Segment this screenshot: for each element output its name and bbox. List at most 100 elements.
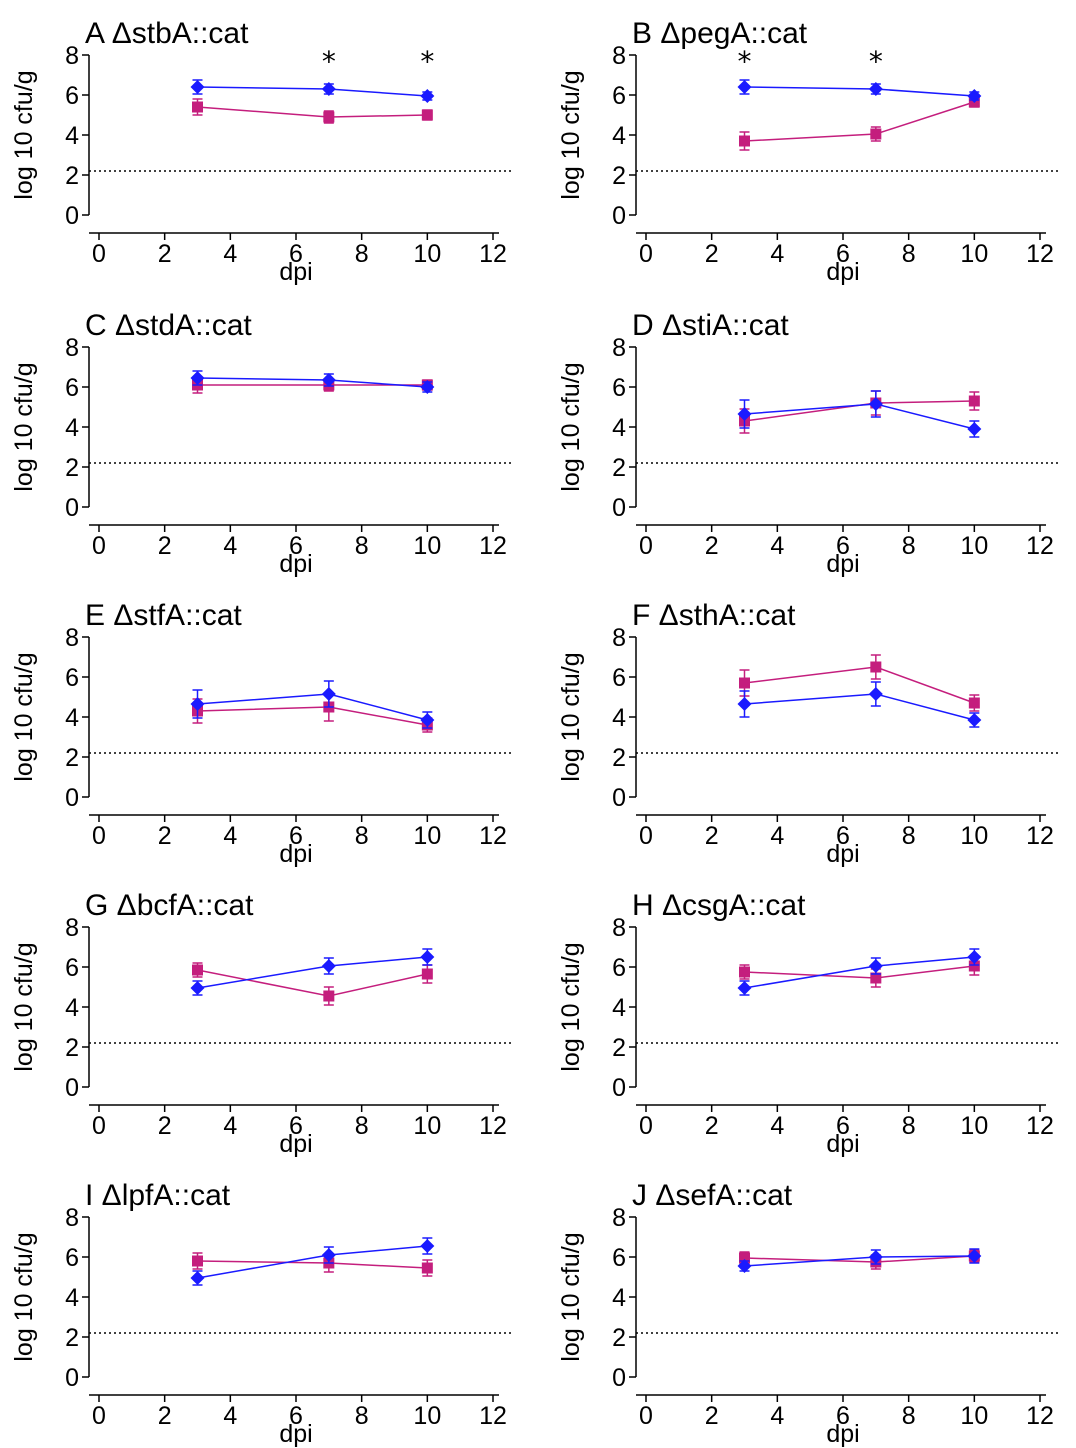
panel-d-x-tick-label: 6 <box>836 532 850 560</box>
panel-e-y-tick-label: 4 <box>65 704 79 732</box>
panel-f-x-tick-label: 8 <box>902 822 916 850</box>
panel-e-x-label: dpi <box>279 840 312 868</box>
panel-j-y-tick-label: 4 <box>612 1284 626 1312</box>
panel-d-x-tick-label: 4 <box>770 532 784 560</box>
panel-g-series-blue-point <box>190 981 205 995</box>
panel-g-series-blue-line <box>197 956 428 989</box>
panel-f-y-tick-label: 0 <box>612 784 626 812</box>
panel-g-x-tick-label: 10 <box>413 1112 441 1140</box>
panel-j-series-magenta-point <box>739 1252 750 1264</box>
panel-f-title: F ΔsthA::cat <box>632 599 796 632</box>
panel-e-y-tick-label: 8 <box>65 624 79 652</box>
panel-a-x-tick-label: 0 <box>92 240 106 268</box>
panel-b-x-tick-label: 6 <box>836 240 850 268</box>
panel-c-x-label: dpi <box>279 550 312 578</box>
panel-i-y-tick-label: 8 <box>65 1204 79 1232</box>
panel-j-y-label: log 10 cfu/g <box>557 1232 585 1361</box>
panel-b-x-tick-label: 0 <box>639 240 653 268</box>
panel-i-series-magenta-line <box>197 1260 428 1269</box>
panel-h-title: H ΔcsgA::cat <box>632 889 806 922</box>
panel-a-y-tick-label: 0 <box>65 202 79 230</box>
panel-a-series-magenta-point <box>421 109 433 121</box>
panel-i-series-blue-point <box>321 1248 336 1262</box>
panel-h-series-blue-line <box>744 956 975 989</box>
panel-a-series-magenta-point <box>192 101 203 113</box>
panel-e-x-tick-label: 10 <box>413 822 441 850</box>
panel-a-x-label: dpi <box>279 258 312 286</box>
panel-j-y-tick-label: 0 <box>612 1364 626 1392</box>
panel-g-y-tick-label: 8 <box>65 914 79 942</box>
panel-b-series-magenta-point <box>739 135 750 147</box>
panel-i-x-tick-label: 0 <box>92 1402 106 1430</box>
panel-i-series-blue-point <box>190 1271 205 1285</box>
panel-f-series-blue-point <box>967 713 982 727</box>
panel-c-series-blue-point <box>420 380 435 394</box>
panel-a-series-magenta-point <box>323 111 335 123</box>
panel-h-series-magenta-point <box>870 972 882 984</box>
panel-g-y-tick-label: 0 <box>65 1074 79 1102</box>
panel-a-series-blue-point <box>190 80 205 94</box>
panel-b-x-tick-label: 4 <box>770 240 784 268</box>
panel-h-x-tick-label: 8 <box>902 1112 916 1140</box>
panel-g-series-blue-point <box>321 959 336 973</box>
panel-f-x-tick-label: 12 <box>1026 822 1054 850</box>
panel-i-x-tick-label: 4 <box>223 1402 237 1430</box>
panel-d-x-tick-label: 8 <box>902 532 916 560</box>
panel-j-title: J ΔsefA::cat <box>632 1179 793 1212</box>
panel-b-y-tick-label: 2 <box>612 162 626 190</box>
panel-h-y-tick-label: 2 <box>612 1034 626 1062</box>
panel-a-x-tick-label: 2 <box>158 240 172 268</box>
panel-i-title: I ΔlpfA::cat <box>85 1179 231 1212</box>
panel-a-series-blue-point <box>321 82 336 96</box>
panel-d-x-tick-label: 10 <box>960 532 988 560</box>
panel-h-y-tick-label: 6 <box>612 954 626 982</box>
panel-i-x-tick-label: 2 <box>158 1402 172 1430</box>
panel-j-x-label: dpi <box>826 1420 859 1448</box>
panel-j-x-tick-label: 12 <box>1026 1402 1054 1430</box>
panel-i-x-tick-label: 8 <box>355 1402 369 1430</box>
panel-j-x-tick-label: 6 <box>836 1402 850 1430</box>
panel-c-y-tick-label: 8 <box>65 334 79 362</box>
panel-a-x-tick-label: 8 <box>355 240 369 268</box>
panel-e-series-blue-point <box>190 697 205 711</box>
panel-b-significance: * <box>869 45 883 78</box>
panel-h-x-tick-label: 4 <box>770 1112 784 1140</box>
panel-b-y-tick-label: 0 <box>612 202 626 230</box>
panel-h-series-magenta-point <box>739 966 750 978</box>
panel-g-x-tick-label: 12 <box>479 1112 507 1140</box>
panel-g-series-magenta-point <box>421 968 433 980</box>
panel-b-series-magenta-line <box>744 101 975 142</box>
panel-i-y-label: log 10 cfu/g <box>10 1232 38 1361</box>
panel-f-x-tick-label: 2 <box>705 822 719 850</box>
panel-g-y-tick-label: 6 <box>65 954 79 982</box>
panel-d-y-label: log 10 cfu/g <box>557 362 585 491</box>
panel-h-y-label: log 10 cfu/g <box>557 942 585 1071</box>
panel-g-x-tick-label: 2 <box>158 1112 172 1140</box>
panel-b-x-tick-label: 12 <box>1026 240 1054 268</box>
panel-a-series-blue-line <box>197 86 428 97</box>
panel-j-x-tick-label: 2 <box>705 1402 719 1430</box>
panel-c-x-tick-label: 4 <box>223 532 237 560</box>
panel-g-x-tick-label: 4 <box>223 1112 237 1140</box>
panel-d-y-tick-label: 6 <box>612 374 626 402</box>
panel-f-x-tick-label: 6 <box>836 822 850 850</box>
panel-c-x-tick-label: 0 <box>92 532 106 560</box>
panel-e-x-tick-label: 8 <box>355 822 369 850</box>
panel-a-series-magenta-line <box>197 106 428 118</box>
panel-b-series-magenta-point <box>870 128 882 140</box>
panel-d-series-blue-point <box>967 422 982 436</box>
panel-i-series-magenta-point <box>192 1255 203 1267</box>
panel-b-x-tick-label: 2 <box>705 240 719 268</box>
panel-a-x-tick-label: 4 <box>223 240 237 268</box>
panel-j-series-blue-point <box>967 1249 982 1263</box>
panel-g-y-tick-label: 2 <box>65 1034 79 1062</box>
panel-h-x-tick-label: 6 <box>836 1112 850 1140</box>
panel-i-y-tick-label: 4 <box>65 1284 79 1312</box>
